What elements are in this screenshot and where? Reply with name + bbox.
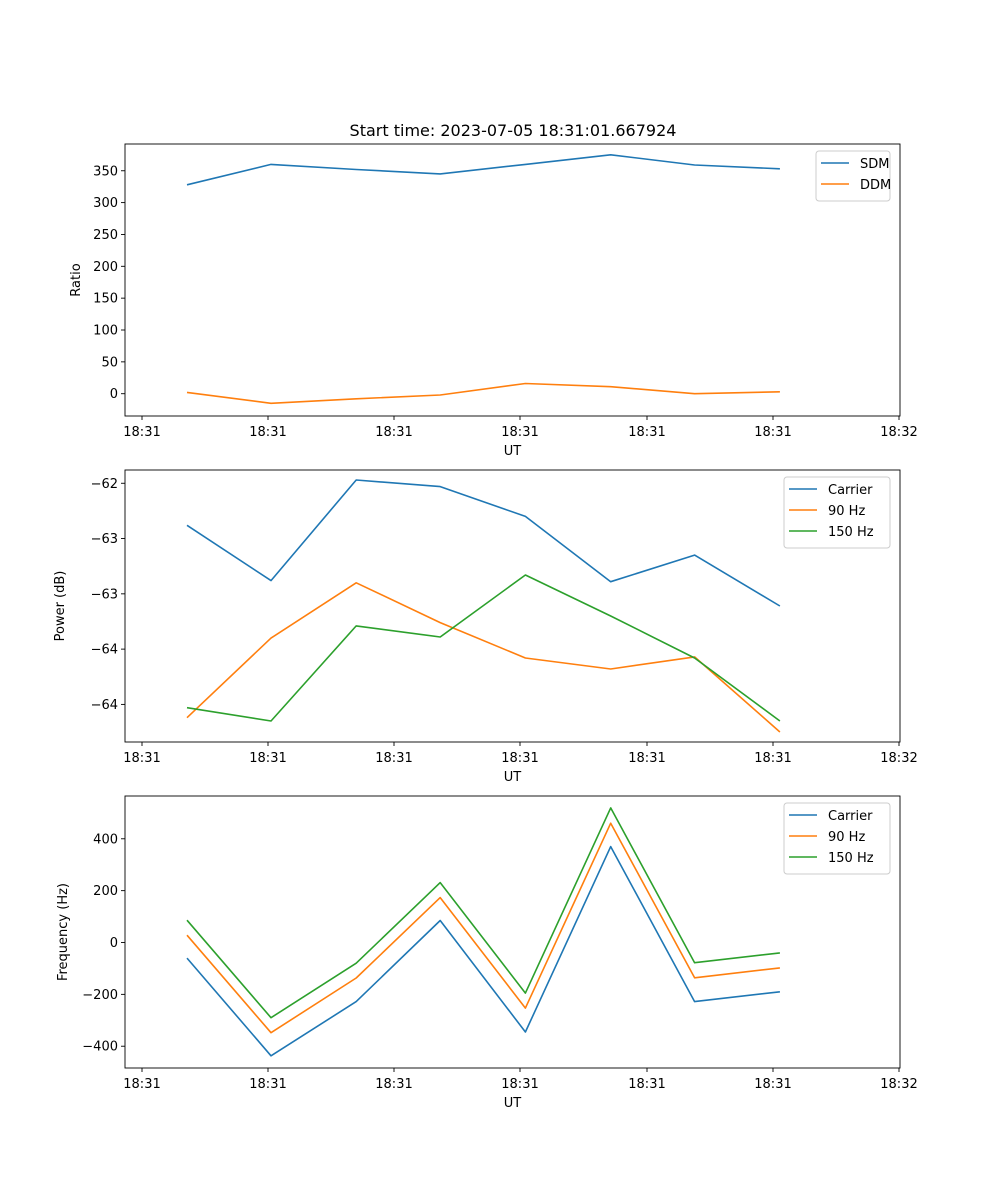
x-tick-label: 18:31	[123, 1077, 160, 1092]
y-tick-label: 200	[93, 260, 118, 275]
x-tick-label: 18:31	[754, 1077, 791, 1092]
chart-panel-2: −64 −64 −63 −63 −62 18:31 18:31 18:31 18:31 18:31…	[53, 469, 918, 785]
series-line-carrier	[186, 845, 780, 1057]
x-tick-label: 18:31	[249, 1077, 286, 1092]
y-tick-label: 150	[93, 292, 118, 307]
x-tick-label: 18:31	[375, 425, 412, 440]
legend: Carrier 90 Hz 150 Hz	[783, 476, 891, 549]
y-tick-label: 250	[93, 228, 118, 243]
plot-frame	[124, 795, 901, 1069]
y-axis-label: Power (dB)	[53, 571, 68, 642]
plot-frame	[124, 143, 901, 417]
x-tick-label: 18:32	[880, 425, 917, 440]
y-tick-label: −63	[91, 587, 118, 602]
legend-entry: 150 Hz	[828, 851, 874, 866]
y-tick-label: 350	[93, 164, 118, 179]
x-axis-label: UT	[504, 444, 522, 459]
x-tick-label: 18:31	[628, 751, 665, 766]
series-line-carrier	[186, 479, 781, 607]
legend-entry: 90 Hz	[828, 830, 865, 845]
legend-entry: 90 Hz	[828, 504, 865, 519]
legend-entry: SDM	[860, 157, 889, 172]
y-tick-label: 300	[93, 196, 118, 211]
y-tick-label: −400	[82, 1040, 118, 1055]
x-tick-label: 18:31	[375, 1077, 412, 1092]
y-tick-label: −200	[82, 988, 118, 1003]
x-tick-label: 18:31	[123, 751, 160, 766]
x-axis-label: UT	[504, 770, 522, 785]
legend-entry: Carrier	[828, 483, 873, 498]
y-tick-label: 50	[101, 355, 118, 370]
x-tick-label: 18:31	[501, 751, 538, 766]
x-axis-label: UT	[504, 1096, 522, 1111]
x-tick-label: 18:31	[628, 425, 665, 440]
y-tick-label: 0	[110, 387, 118, 402]
chart-panel-1: 0 50 100 150 200 250 300 350 18:31 18:31 18:31 18:3…	[69, 143, 918, 459]
series-line-sdm	[186, 154, 780, 186]
legend-entry: DDM	[860, 178, 891, 193]
x-tick-label: 18:32	[880, 751, 917, 766]
x-tick-label: 18:31	[501, 1077, 538, 1092]
x-tick-label: 18:31	[754, 751, 791, 766]
legend-entry: Carrier	[828, 809, 873, 824]
series-line-150-hz	[186, 574, 781, 722]
x-tick-label: 18:31	[501, 425, 538, 440]
y-tick-label: 100	[93, 324, 118, 339]
series-line-90-hz	[186, 822, 780, 1034]
plot-frame	[124, 469, 901, 743]
chart-panel-3: −400 −200 0 200 400 18:31 18:31 18:31 18:31 18:31…	[56, 795, 918, 1111]
x-tick-label: 18:31	[249, 425, 286, 440]
x-tick-label: 18:31	[628, 1077, 665, 1092]
y-tick-label: −64	[91, 698, 118, 713]
x-tick-label: 18:31	[123, 425, 160, 440]
x-tick-label: 18:31	[754, 425, 791, 440]
y-axis-label: Ratio	[69, 263, 84, 296]
y-tick-label: −62	[91, 477, 118, 492]
legend: SDM DDM	[815, 150, 891, 202]
series-line-150-hz	[186, 807, 780, 1019]
legend: Carrier 90 Hz 150 Hz	[783, 802, 891, 875]
y-tick-label: −64	[91, 643, 118, 658]
series-line-90-hz	[186, 581, 781, 733]
y-tick-label: 0	[110, 936, 118, 951]
x-tick-label: 18:31	[249, 751, 286, 766]
y-tick-label: −63	[91, 532, 118, 547]
x-tick-label: 18:32	[880, 1077, 917, 1092]
y-tick-label: 200	[93, 884, 118, 899]
y-axis-label: Frequency (Hz)	[56, 883, 71, 981]
series-line-ddm	[186, 382, 780, 405]
y-tick-label: 400	[93, 832, 118, 847]
x-tick-label: 18:31	[375, 751, 412, 766]
figure-title: Start time: 2023-07-05 18:31:01.667924	[350, 121, 677, 140]
legend-entry: 150 Hz	[828, 525, 874, 540]
